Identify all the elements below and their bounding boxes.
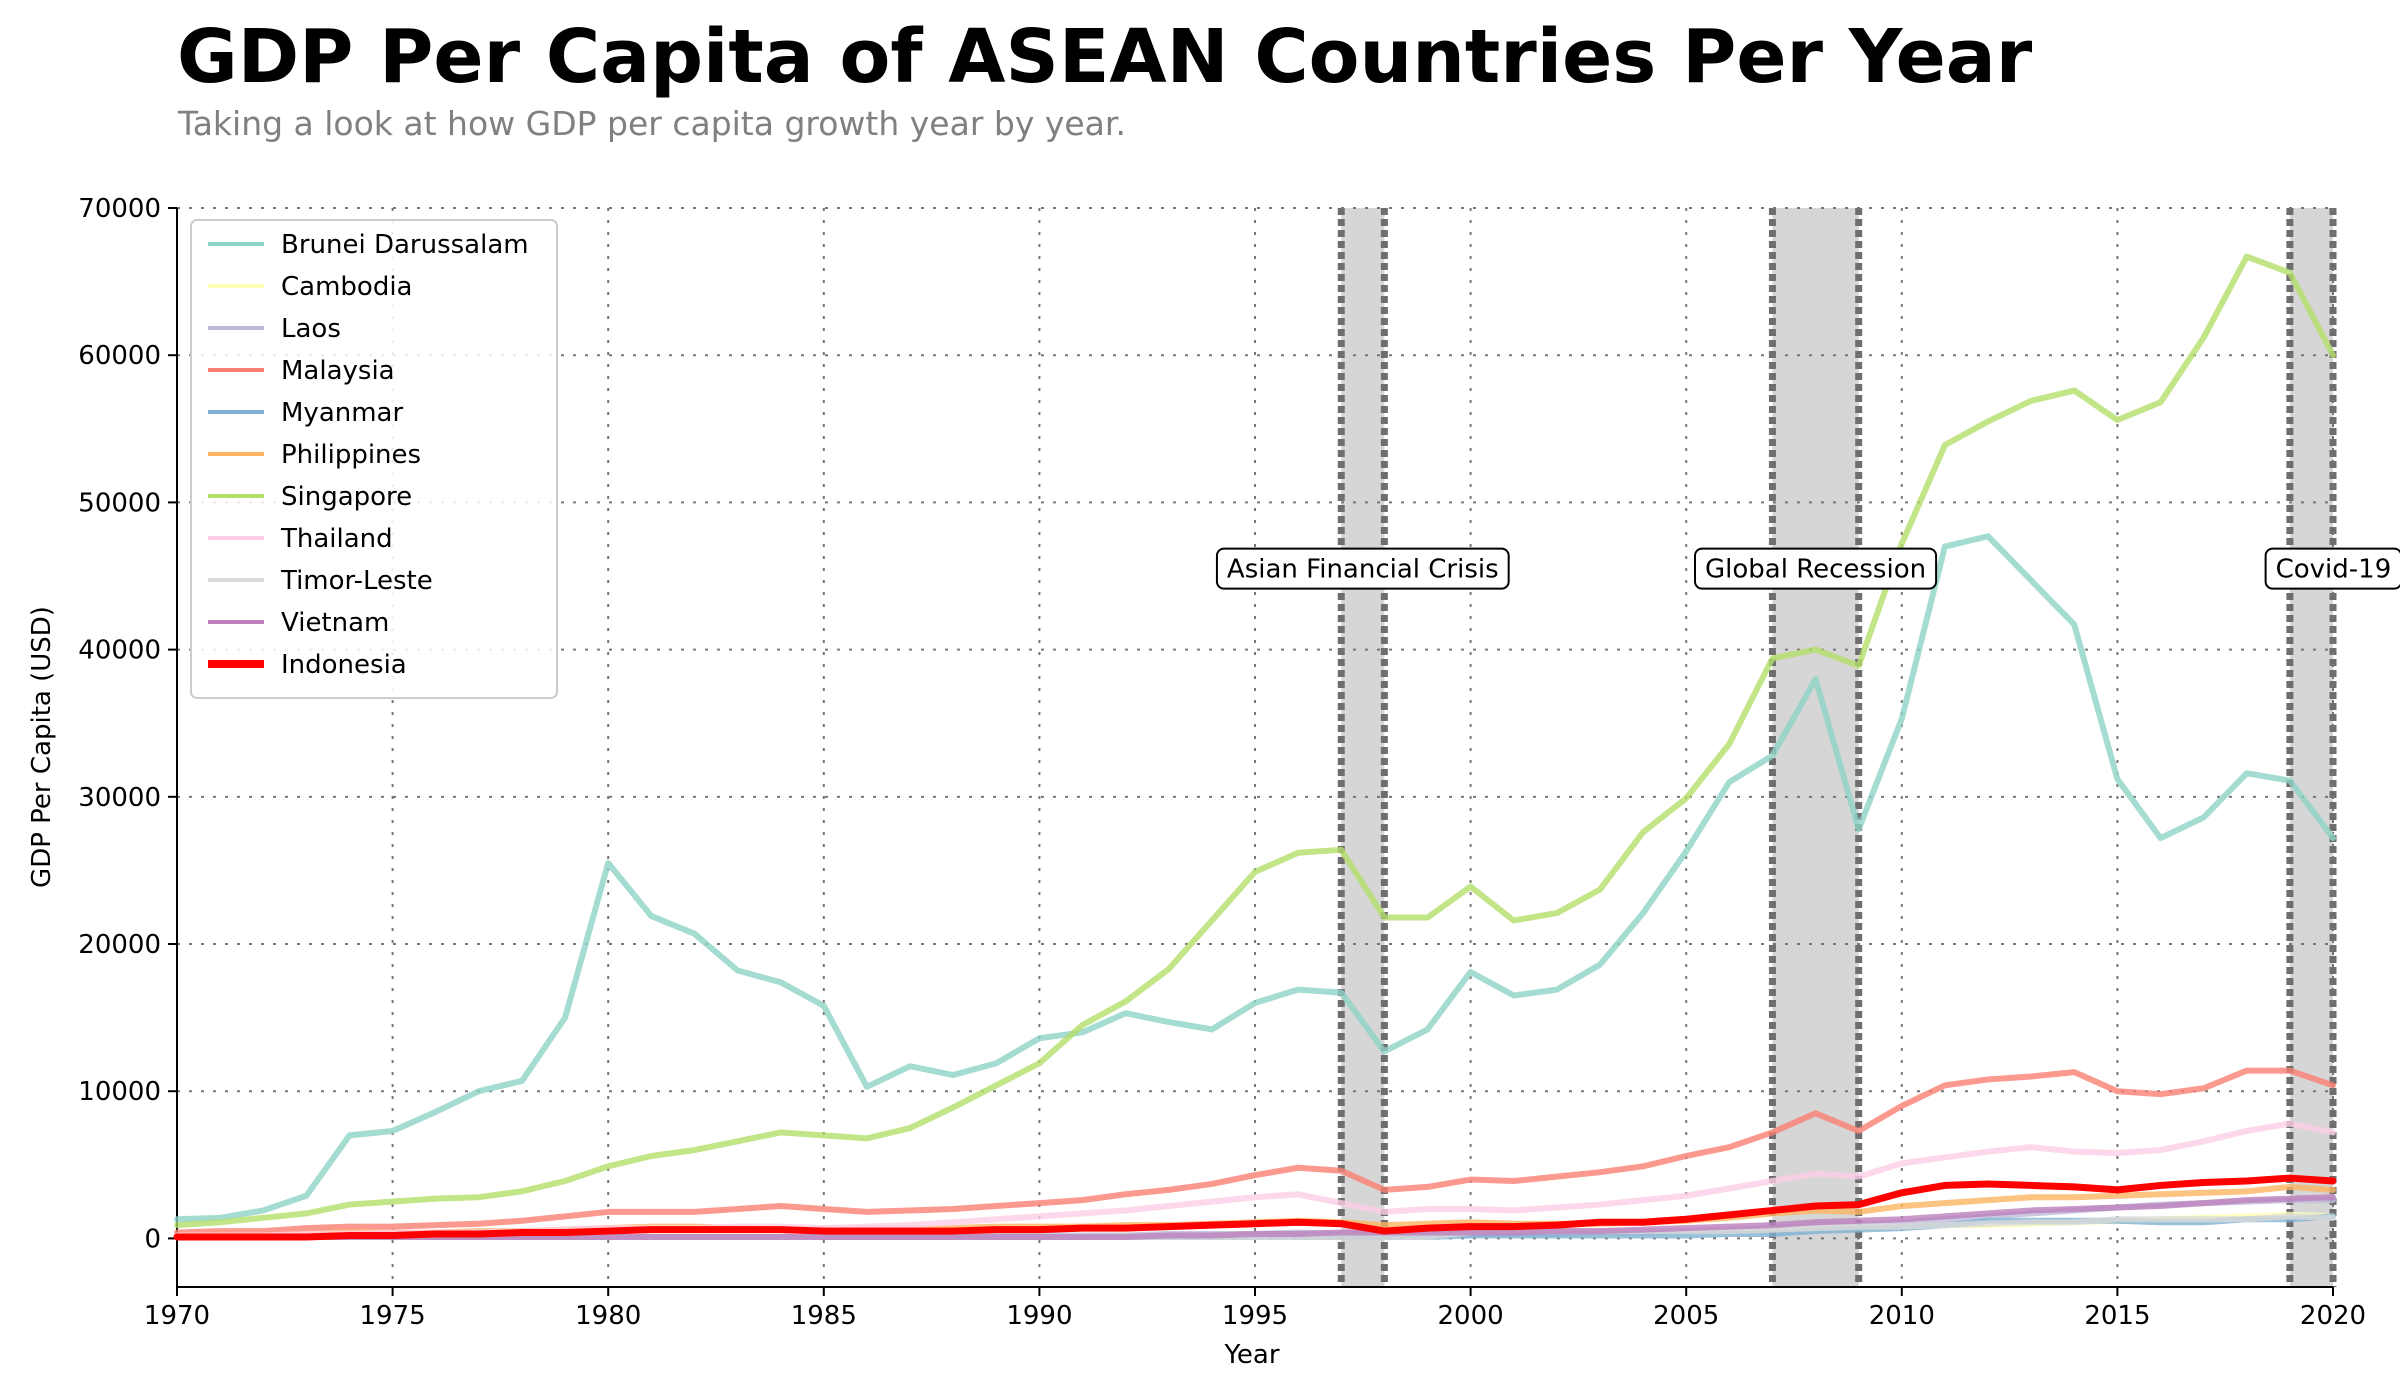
event-label-text: Global Recession [1705,555,1926,585]
legend-box [190,219,558,699]
event-labels: Asian Financial Crisis Global Recession Co… [1215,547,2400,590]
x-tick-label: 1995 [1222,1301,1288,1331]
legend-entry: Singapore [281,482,412,512]
event-label-text: Covid-19 [2276,555,2392,585]
legend-entry: Indonesia [281,650,407,680]
event-label-box [1215,547,1510,590]
y-tick-label: 40000 [78,636,161,666]
x-tick-label: 2020 [2300,1301,2366,1331]
event-shade-0 [1341,208,1385,1287]
x-tick-label: 1975 [360,1301,426,1331]
y-tick-label: 70000 [78,194,161,224]
y-tick-label: 10000 [78,1077,161,1107]
legend-entry: Timor-Leste [280,566,433,596]
event-label-box [1694,547,1938,590]
event-label-text: Asian Financial Crisis [1227,555,1499,585]
event-label-2: Covid-19 [2264,547,2400,590]
y-tick-label: 20000 [78,930,161,960]
y-axis-label: GDP Per Capita (USD) [27,606,57,888]
chart-title: GDP Per Capita of ASEAN Countries Per Ye… [177,14,2033,100]
x-tick-label: 1980 [575,1301,641,1331]
legend: Brunei Darussalam Cambodia Laos Malaysia Mya… [190,219,558,699]
legend-entry: Vietnam [281,608,389,638]
chart-subtitle: Taking a look at how GDP per capita grow… [178,104,1126,143]
legend-entry: Cambodia [281,272,413,302]
series-line-singapore [174,253,2336,1229]
y-tick-label: 30000 [78,783,161,813]
legend-entry: Laos [281,314,341,344]
x-tick-label: 1985 [791,1301,857,1331]
event-label-0: Asian Financial Crisis [1215,547,1510,590]
series-line-malaysia [174,1067,2336,1236]
x-tick-label: 1990 [1006,1301,1072,1331]
series-line-brunei-darussalam [174,533,2336,1223]
x-tick-label: 2005 [1653,1301,1719,1331]
legend-entry: Myanmar [281,398,403,428]
event-shading-layer [1337,208,2337,1287]
x-tick-label: 2015 [2084,1301,2150,1331]
y-tick-label: 60000 [78,341,161,371]
legend-entry: Philippines [281,440,421,470]
event-shade-1 [1772,208,1859,1287]
y-tick-label: 50000 [78,488,161,518]
series-lines [173,253,2337,1241]
x-tick-label: 2000 [1438,1301,1504,1331]
x-axis-label: Year [1223,1340,1279,1370]
y-tick-label: 0 [144,1224,161,1254]
series-line-vietnam [174,1194,2336,1240]
legend-entry: Brunei Darussalam [281,230,529,260]
legend-entry: Malaysia [281,356,395,386]
series-line-indonesia [173,1174,2337,1241]
event-label-box [2264,547,2400,590]
axes: 1970 1975 1980 1985 1990 1995 2000 2005 2010 2015… [78,194,2366,1331]
event-label-1: Global Recession [1694,547,1938,590]
event-shade-2 [2289,208,2333,1287]
legend-entry: Thailand [280,524,393,554]
x-tick-label: 2010 [1869,1301,1935,1331]
x-tick-label: 1970 [144,1301,210,1331]
